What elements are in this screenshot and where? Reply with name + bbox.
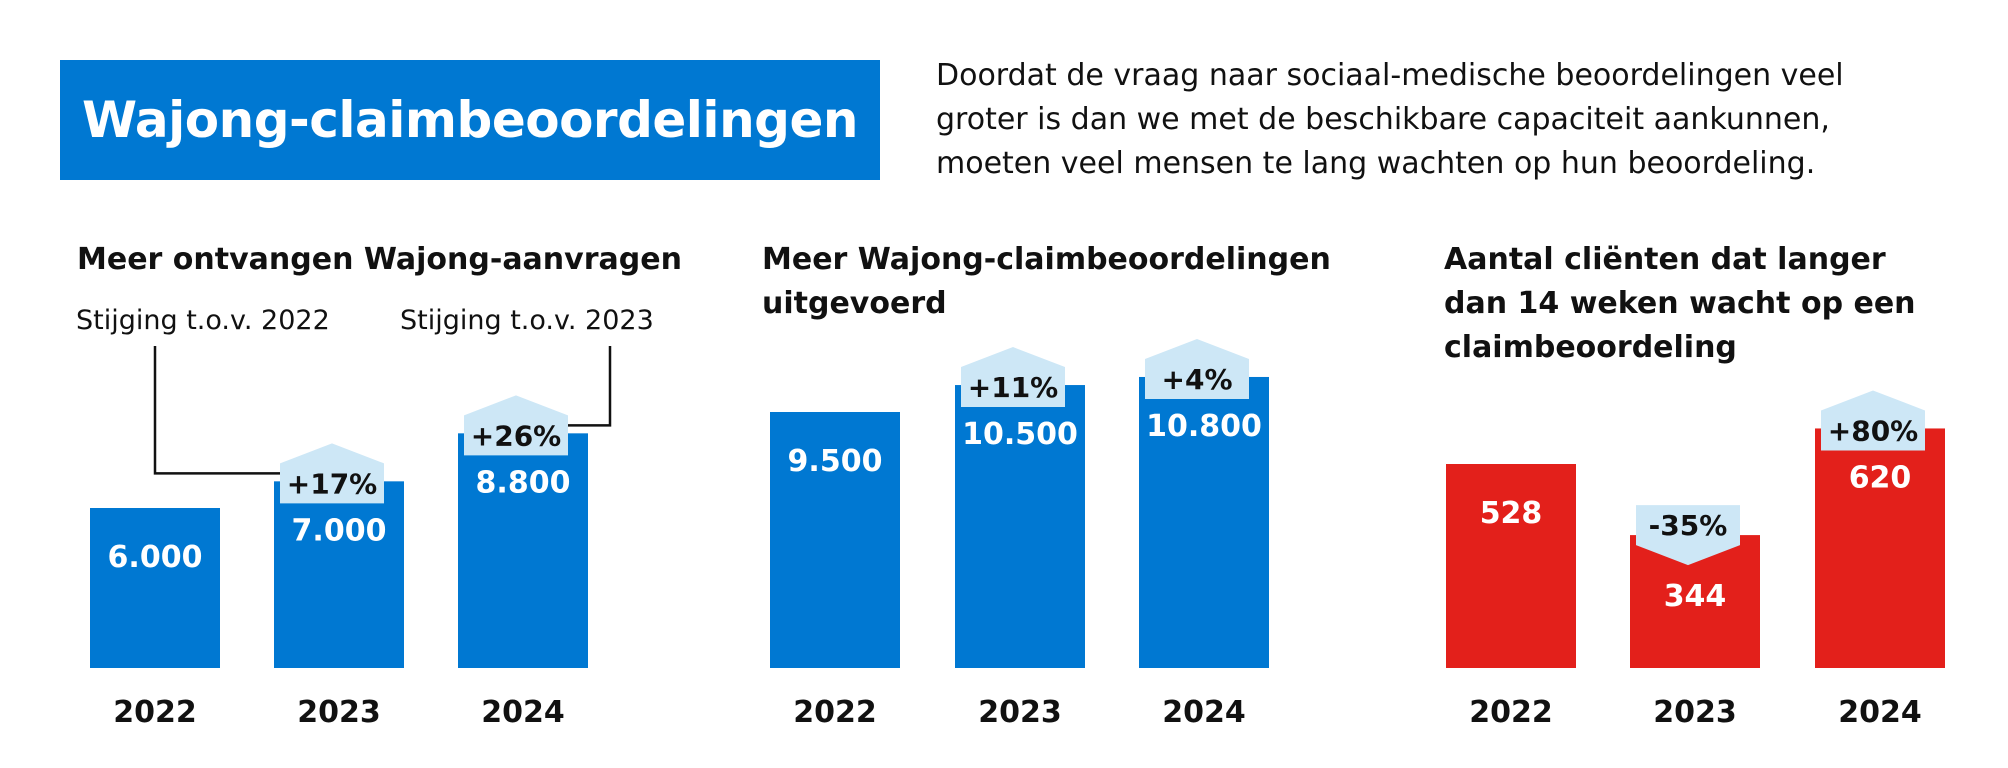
- change-label: +80%: [1828, 414, 1918, 447]
- x-tick-label: 2022: [1469, 695, 1553, 730]
- x-tick-label: 2024: [1838, 695, 1922, 730]
- bar: [770, 412, 900, 668]
- data-label: 6.000: [108, 540, 203, 575]
- chart-2-title: Meer Wajong-claimbeoordelingen uitgevoer…: [762, 238, 1331, 326]
- change-badge: [961, 347, 1065, 408]
- bar: [458, 433, 588, 668]
- x-tick-label: 2023: [978, 695, 1062, 730]
- change-badge: [464, 395, 568, 456]
- x-tick-label: 2023: [297, 695, 381, 730]
- x-tick-label: 2024: [1162, 695, 1246, 730]
- chart-1-title-line: Meer ontvangen Wajong-aanvragen: [77, 242, 682, 277]
- change-badge: [1636, 505, 1740, 566]
- annotation-label: Stijging t.o.v. 2023: [400, 305, 654, 336]
- intro-text: Doordat de vraag naar sociaal-medische b…: [936, 54, 1976, 186]
- data-label: 528: [1480, 496, 1543, 531]
- bar: [1139, 376, 1269, 668]
- chart-3-title-line: Aantal cliënten dat langer: [1444, 242, 1886, 277]
- change-label: +26%: [471, 419, 561, 452]
- data-label: 620: [1849, 460, 1912, 495]
- intro-line: moeten veel mensen te lang wachten op hu…: [936, 146, 1816, 181]
- change-label: -35%: [1649, 509, 1728, 542]
- chart-2-title-line: uitgevoerd: [762, 286, 947, 321]
- chart-3-title-line: dan 14 weken wacht op een: [1444, 286, 1916, 321]
- change-badge: [280, 443, 384, 504]
- bar: [1815, 428, 1945, 668]
- x-tick-label: 2023: [1653, 695, 1737, 730]
- chart-3-title-line: claimbeoordeling: [1444, 330, 1737, 365]
- annotation-label: Stijging t.o.v. 2022: [76, 305, 330, 336]
- intro-line: Doordat de vraag naar sociaal-medische b…: [936, 58, 1844, 93]
- chart-3-title: Aantal cliënten dat langer dan 14 weken …: [1444, 238, 1916, 370]
- change-label: +11%: [968, 371, 1058, 404]
- bar: [274, 481, 404, 668]
- x-tick-label: 2022: [793, 695, 877, 730]
- change-label: +17%: [287, 467, 377, 500]
- data-label: 10.500: [962, 417, 1078, 452]
- change-badge: [1145, 338, 1249, 399]
- intro-line: groter is dan we met de beschikbare capa…: [936, 102, 1830, 137]
- data-label: 7.000: [292, 513, 387, 548]
- annotation-connector-line: [153, 346, 280, 475]
- data-label: 344: [1664, 579, 1727, 614]
- page-title: Wajong-claimbeoordelingen: [82, 91, 858, 149]
- change-badge: [1821, 390, 1925, 451]
- chart-1-title: Meer ontvangen Wajong-aanvragen: [77, 238, 682, 282]
- x-tick-label: 2024: [481, 695, 565, 730]
- change-label: +4%: [1162, 363, 1233, 396]
- bar: [90, 508, 220, 668]
- page-title-banner: Wajong-claimbeoordelingen: [60, 60, 880, 180]
- chart-2-title-line: Meer Wajong-claimbeoordelingen: [762, 242, 1331, 277]
- bar: [1446, 464, 1576, 668]
- annotation-connector-line: [568, 346, 612, 427]
- data-label: 8.800: [476, 465, 571, 500]
- data-label: 10.800: [1146, 409, 1262, 444]
- bar: [955, 385, 1085, 668]
- data-label: 9.500: [788, 444, 883, 479]
- x-tick-label: 2022: [113, 695, 197, 730]
